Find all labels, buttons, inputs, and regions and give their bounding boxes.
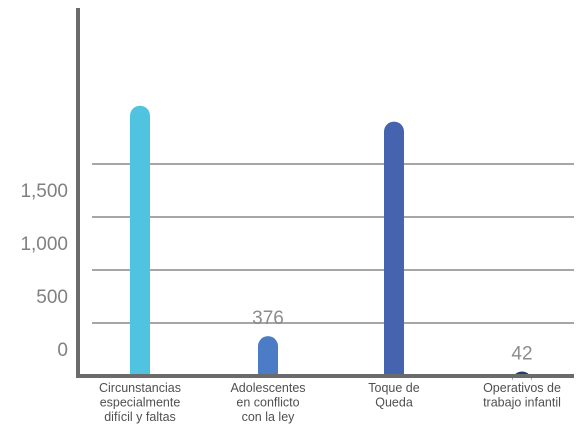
category-label-line: Circunstancias — [99, 381, 181, 395]
y-tick-label: 0 — [57, 340, 68, 361]
gridlines — [92, 163, 574, 324]
category-label-1: Circunstancias especialmente difícil y fal… — [99, 381, 181, 424]
bar-1 — [130, 105, 150, 376]
data-labels: 376 42 — [252, 308, 532, 364]
axes — [76, 8, 574, 378]
category-label-line: Toque de — [368, 381, 419, 395]
category-label-line: en conflicto — [236, 396, 299, 410]
category-label-line: trabajo infantil — [483, 396, 561, 410]
category-label-line: con la ley — [242, 410, 296, 424]
data-label-4: 42 — [511, 344, 532, 365]
category-label-3: Toque de Queda — [368, 381, 419, 410]
y-tick-label: 1,000 — [20, 234, 68, 255]
category-label-line: Operativos de — [483, 381, 561, 395]
bars — [130, 105, 532, 382]
category-label-4: Operativos de trabajo infantil — [483, 381, 561, 410]
bar-3 — [384, 121, 404, 376]
y-tick-label: 1,500 — [20, 181, 68, 202]
y-tick-labels: 0 500 1,000 1,500 — [20, 181, 68, 361]
category-label-2: Adolescentes en conflicto con la ley — [230, 381, 305, 424]
category-label-line: Queda — [375, 396, 413, 410]
data-label-2: 376 — [252, 308, 284, 329]
category-label-line: difícil y faltas — [104, 410, 176, 424]
category-labels: Circunstancias especialmente difícil y fal… — [99, 381, 561, 424]
category-label-line: Adolescentes — [230, 381, 305, 395]
y-tick-label: 500 — [36, 287, 68, 308]
bar-2 — [258, 336, 278, 376]
category-label-line: especialmente — [100, 396, 181, 410]
